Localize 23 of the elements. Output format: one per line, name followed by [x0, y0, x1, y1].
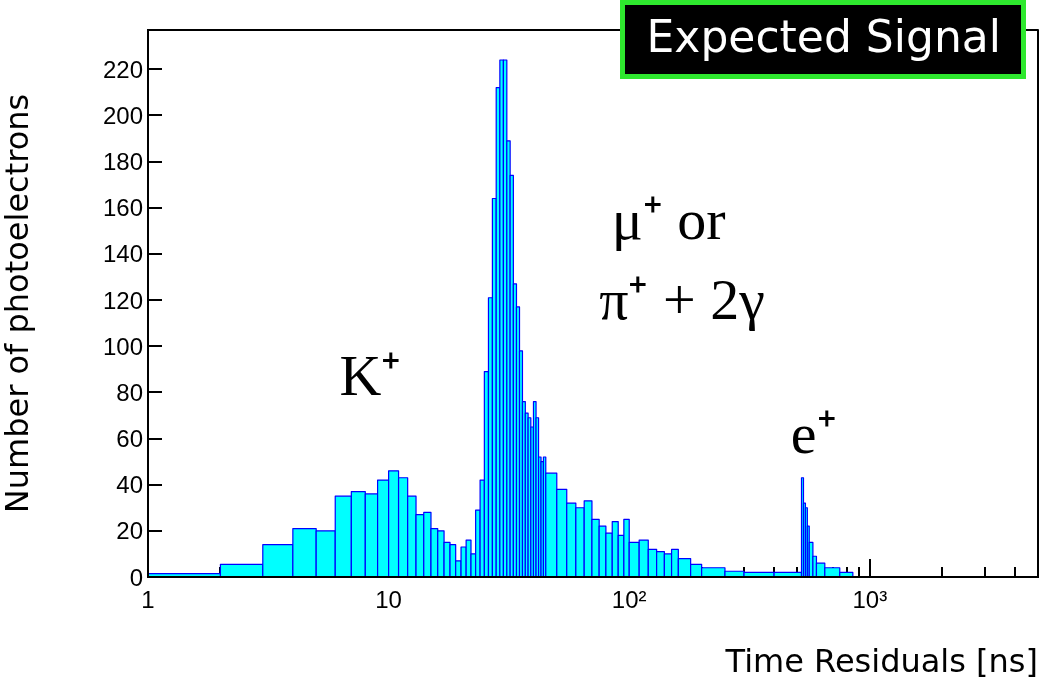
- y-tick-label: 80: [116, 378, 143, 406]
- y-tick-label: 160: [102, 194, 143, 222]
- annotation: e⁺: [790, 400, 837, 466]
- annotation: K⁺: [339, 343, 402, 409]
- y-axis-title: Number of photoelectrons: [0, 93, 36, 514]
- y-tick-label: 220: [102, 55, 143, 83]
- y-tick-label: 100: [102, 332, 143, 360]
- x-tick-label: 1: [141, 586, 155, 614]
- y-tick-label: 40: [116, 471, 143, 499]
- annotation: π⁺ + 2γ: [599, 266, 765, 332]
- x-tick-label: 10²: [611, 586, 647, 614]
- x-axis-title: Time Residuals [ns]: [724, 642, 1038, 681]
- y-tick-label: 140: [102, 240, 143, 268]
- y-tick-label: 20: [116, 517, 143, 545]
- y-tick-label: 120: [102, 286, 143, 314]
- y-tick-label: 0: [129, 563, 143, 591]
- x-tick-label: 10³: [852, 586, 888, 614]
- x-tick-label: 10: [375, 586, 402, 614]
- y-tick-label: 180: [102, 148, 143, 176]
- annotation: μ⁺ or: [611, 187, 726, 253]
- y-tick-label: 60: [116, 425, 143, 453]
- y-tick-label: 200: [102, 101, 143, 129]
- chart-title: Expected Signal: [619, 0, 1026, 79]
